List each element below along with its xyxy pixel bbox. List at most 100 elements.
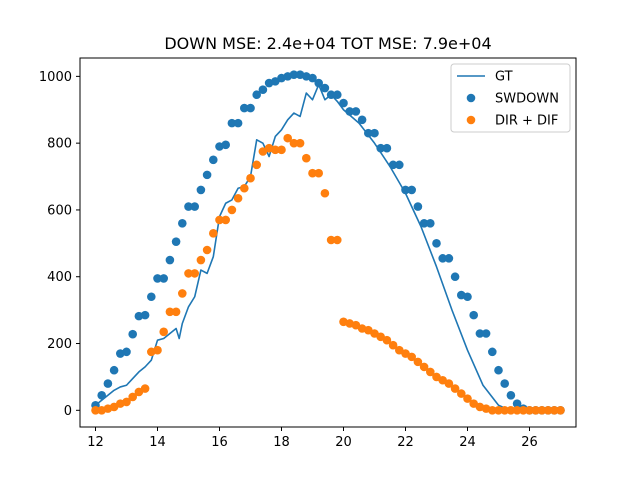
dir-dif-point	[382, 335, 392, 345]
legend-marker-swatch	[466, 115, 476, 125]
swdown-point	[401, 185, 410, 195]
swdown-point	[314, 78, 324, 88]
swdown-point	[128, 329, 137, 339]
swdown-point	[413, 202, 423, 211]
y-tick-label: 0	[64, 404, 72, 419]
swdown-point	[109, 365, 119, 375]
swdown-point	[97, 390, 106, 400]
swdown-point	[488, 347, 497, 357]
swdown-point	[190, 202, 199, 211]
swdown-point	[171, 237, 181, 246]
swdown-point	[333, 90, 342, 100]
swdown-point	[326, 90, 336, 100]
swdown-point	[388, 160, 398, 170]
dir-dif-point	[190, 269, 199, 278]
x-tick-label: 14	[149, 435, 166, 450]
dir-dif-point	[444, 379, 454, 388]
dir-dif-point	[308, 168, 317, 178]
swdown-point	[475, 329, 485, 338]
dir-dif-point	[463, 394, 472, 403]
dir-dif-point	[178, 289, 187, 298]
dir-dif-point	[140, 384, 150, 393]
dir-dif-point	[122, 397, 131, 407]
x-tick-label: 24	[459, 435, 476, 450]
dir-dif-point	[556, 406, 565, 415]
swdown-point	[376, 143, 386, 153]
dir-dif-point	[450, 384, 460, 393]
dir-dif-point	[519, 406, 528, 415]
dir-dif-point	[221, 215, 230, 225]
swdown-point	[147, 292, 156, 302]
dir-dif-point	[91, 406, 100, 415]
swdown-point	[351, 107, 361, 116]
swdown-point	[444, 254, 454, 263]
dir-dif-point	[419, 362, 429, 372]
legend-label: SWDOWN	[495, 92, 559, 107]
dir-dif-point	[277, 145, 286, 155]
dir-dif-point	[202, 245, 212, 255]
dir-dif-point	[227, 205, 237, 215]
y-tick-label: 600	[47, 203, 72, 218]
dir-dif-point	[233, 193, 243, 203]
dir-dif-point	[426, 367, 435, 377]
dir-dif-point	[525, 406, 534, 415]
swdown-point	[252, 90, 261, 100]
dir-dif-point	[196, 255, 206, 265]
chart-title: DOWN MSE: 2.4e+04 TOT MSE: 7.9e+04	[164, 34, 491, 53]
dir-dif-point	[252, 160, 261, 170]
legend-marker-swatch	[466, 93, 476, 103]
x-tick-label: 22	[397, 435, 414, 450]
dir-dif-point	[271, 145, 280, 155]
swdown-point	[320, 83, 330, 93]
dir-dif-point	[537, 406, 547, 415]
dir-dif-point	[413, 357, 423, 367]
swdown-point	[506, 390, 516, 400]
swdown-point	[438, 254, 448, 263]
plot-area	[91, 70, 565, 415]
legend-label: GT	[495, 70, 513, 85]
legend: GT SWDOWN DIR + DIF	[450, 63, 571, 133]
swdown-point	[258, 85, 268, 95]
swdown-point	[289, 70, 299, 79]
dir-dif-point	[295, 138, 305, 148]
dir-dif-point	[165, 307, 175, 317]
dir-dif-point	[215, 215, 224, 225]
x-tick-label: 18	[273, 435, 290, 450]
dir-dif-point	[320, 188, 330, 198]
dir-dif-point	[153, 345, 162, 355]
swdown-point	[165, 255, 175, 265]
dir-dif-point	[209, 229, 218, 238]
x-tick-label: 12	[87, 435, 104, 450]
swdown-point	[481, 329, 491, 338]
y-tick-label: 400	[47, 270, 72, 285]
dir-dif-point	[506, 406, 516, 415]
dir-dif-point	[283, 133, 293, 143]
dir-dif-point	[388, 340, 398, 350]
dir-dif-point	[326, 235, 336, 245]
swdown-point	[184, 202, 193, 211]
swdown-point	[122, 347, 131, 357]
y-tick-label: 1000	[39, 70, 72, 85]
dir-dif-point	[246, 173, 255, 183]
swdown-point	[432, 239, 441, 248]
swdown-point	[240, 103, 249, 113]
dir-dif-point	[184, 269, 193, 278]
swdown-point	[370, 128, 379, 138]
dir-dif-point	[289, 138, 299, 148]
dir-dif-point	[407, 352, 417, 362]
y-tick-label: 200	[47, 337, 72, 352]
swdown-point	[178, 219, 187, 228]
swdown-point	[233, 118, 243, 128]
dir-dif-point	[171, 307, 181, 317]
swdown-point	[395, 160, 404, 170]
swdown-point	[140, 310, 150, 320]
swdown-point	[463, 292, 472, 302]
swdown-point	[221, 140, 230, 150]
swdown-point	[357, 115, 367, 125]
dir-dif-point	[128, 392, 137, 402]
swdown-point	[246, 103, 255, 113]
dir-dif-point	[302, 153, 311, 163]
swdown-point	[153, 274, 162, 283]
dir-dif-point	[500, 406, 510, 415]
